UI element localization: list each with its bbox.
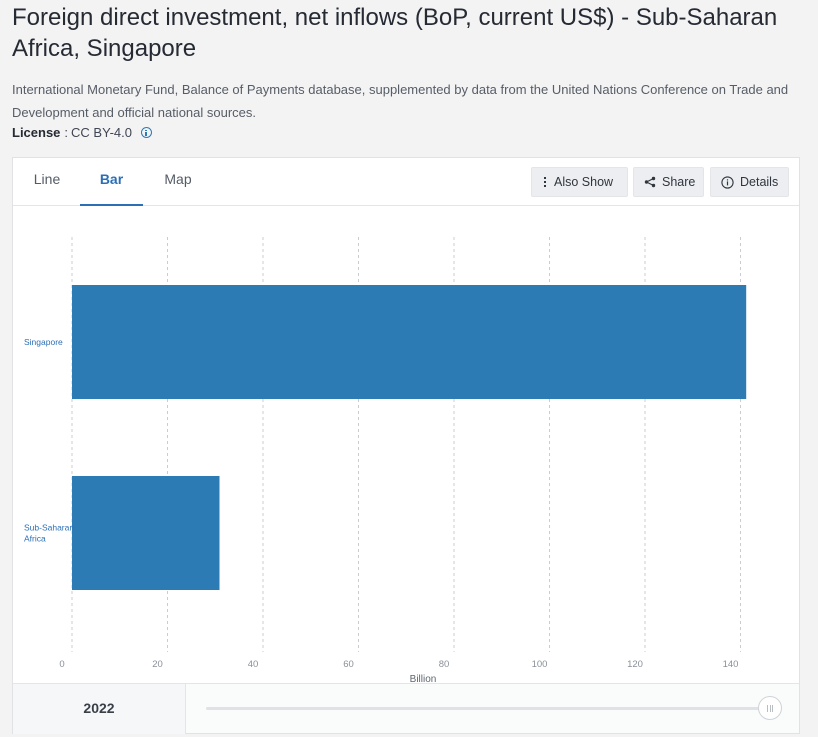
source-note: International Monetary Fund, Balance of … (12, 82, 789, 120)
bar-singapore (72, 285, 747, 399)
details-label: Details (740, 175, 779, 189)
details-button[interactable]: Details (710, 167, 789, 197)
category-label: Africa (24, 534, 46, 544)
x-tick-label: 20 (152, 659, 163, 670)
tab-line[interactable]: Line (33, 171, 61, 187)
x-tick-label: 100 (532, 659, 548, 670)
year-label: 2022 (13, 684, 186, 734)
x-tick-label: 40 (248, 659, 259, 670)
x-tick-label: 80 (439, 659, 450, 670)
license-label: License (12, 125, 61, 140)
x-tick-label: 120 (627, 659, 643, 670)
year-slider-handle[interactable] (758, 696, 782, 720)
x-tick-label: 140 (723, 659, 739, 670)
bar-chart: 0 20 40 60 80 100 120 140 Singapore Sub-SaharanAf… (24, 237, 747, 685)
page-title: Foreign direct investment, net inflows (… (12, 4, 778, 62)
more-vertical-icon (544, 177, 546, 187)
also-show-button[interactable]: Also Show (531, 167, 628, 197)
year-slider-track[interactable] (206, 707, 771, 710)
chart-panel: Line Bar Map Also Show Share (12, 157, 800, 734)
info-icon[interactable] (140, 127, 152, 138)
x-axis-title: Billion (410, 674, 437, 685)
category-label: Singapore (24, 337, 63, 347)
grip-icon (767, 704, 773, 712)
also-show-label: Also Show (554, 175, 614, 189)
tab-bar-chart[interactable]: Bar (80, 158, 143, 206)
share-icon (644, 176, 656, 188)
tab-map[interactable]: Map (164, 171, 192, 187)
share-label: Share (662, 175, 696, 189)
info-circle-icon (721, 175, 734, 189)
category-label: Sub-Saharan (24, 523, 74, 533)
license-value: CC BY-4.0 (71, 125, 132, 140)
x-tick-label: 0 (59, 659, 64, 670)
license-separator: : (64, 125, 69, 140)
tab-bar: Line Bar Map Also Show Share (13, 158, 799, 206)
license-line: License : CC BY-4.0 (12, 125, 152, 140)
x-tick-label: 60 (343, 659, 354, 670)
share-button[interactable]: Share (633, 167, 704, 197)
year-footer: 2022 (13, 683, 799, 734)
bar-sub-saharan-africa (72, 476, 220, 590)
